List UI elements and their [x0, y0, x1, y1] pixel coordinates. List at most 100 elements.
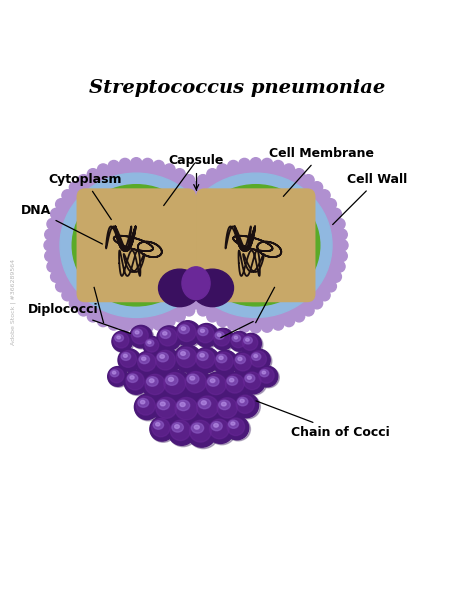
Circle shape: [293, 311, 305, 322]
Circle shape: [153, 319, 164, 330]
FancyBboxPatch shape: [77, 188, 196, 302]
Circle shape: [336, 250, 347, 262]
Ellipse shape: [224, 373, 251, 399]
Ellipse shape: [137, 396, 155, 415]
Ellipse shape: [155, 423, 160, 426]
Ellipse shape: [158, 269, 201, 307]
Ellipse shape: [194, 349, 221, 374]
Ellipse shape: [140, 400, 145, 404]
Circle shape: [164, 229, 175, 240]
Ellipse shape: [174, 345, 201, 372]
Circle shape: [142, 321, 153, 332]
Circle shape: [87, 311, 99, 322]
Ellipse shape: [208, 418, 236, 445]
Ellipse shape: [242, 370, 265, 394]
Ellipse shape: [130, 326, 154, 349]
Circle shape: [262, 159, 273, 169]
Ellipse shape: [232, 335, 241, 342]
Ellipse shape: [125, 371, 150, 396]
Ellipse shape: [214, 330, 230, 346]
Ellipse shape: [146, 339, 154, 346]
Ellipse shape: [150, 417, 174, 441]
Ellipse shape: [212, 328, 234, 350]
Ellipse shape: [135, 396, 162, 421]
Ellipse shape: [249, 350, 272, 372]
Circle shape: [325, 280, 337, 292]
Circle shape: [192, 182, 203, 193]
Ellipse shape: [108, 368, 129, 387]
Circle shape: [239, 159, 250, 169]
Circle shape: [311, 182, 323, 193]
Ellipse shape: [190, 376, 195, 380]
Ellipse shape: [154, 395, 182, 423]
Ellipse shape: [235, 394, 260, 419]
Ellipse shape: [144, 338, 164, 356]
Circle shape: [166, 218, 178, 230]
Circle shape: [119, 321, 131, 332]
Circle shape: [207, 311, 218, 322]
Ellipse shape: [197, 352, 208, 361]
Circle shape: [250, 321, 261, 333]
Ellipse shape: [180, 173, 332, 317]
Ellipse shape: [194, 347, 219, 373]
Circle shape: [228, 160, 239, 172]
Ellipse shape: [200, 353, 204, 357]
Ellipse shape: [154, 349, 180, 374]
Ellipse shape: [130, 326, 152, 348]
Ellipse shape: [217, 398, 237, 418]
Ellipse shape: [169, 163, 342, 327]
Ellipse shape: [214, 352, 239, 376]
Text: Capsule: Capsule: [169, 154, 224, 189]
Ellipse shape: [130, 376, 134, 379]
Ellipse shape: [50, 163, 223, 327]
Circle shape: [334, 218, 345, 230]
Circle shape: [47, 261, 58, 272]
Ellipse shape: [195, 395, 226, 425]
Ellipse shape: [191, 269, 234, 307]
Circle shape: [78, 175, 89, 186]
Circle shape: [51, 208, 62, 219]
Ellipse shape: [215, 396, 242, 423]
Ellipse shape: [241, 333, 261, 354]
Ellipse shape: [131, 327, 148, 344]
Ellipse shape: [182, 267, 210, 300]
Circle shape: [44, 239, 55, 251]
Ellipse shape: [214, 423, 219, 427]
Ellipse shape: [123, 354, 128, 358]
Ellipse shape: [194, 425, 200, 429]
Ellipse shape: [234, 353, 252, 371]
Ellipse shape: [180, 402, 185, 406]
Ellipse shape: [181, 352, 185, 355]
Ellipse shape: [183, 370, 211, 397]
Circle shape: [55, 280, 67, 292]
Ellipse shape: [242, 335, 258, 350]
Ellipse shape: [234, 336, 237, 339]
Ellipse shape: [231, 333, 246, 348]
Ellipse shape: [177, 323, 196, 341]
Ellipse shape: [210, 419, 229, 439]
Ellipse shape: [173, 395, 203, 425]
Ellipse shape: [139, 355, 149, 364]
Ellipse shape: [110, 370, 119, 377]
Circle shape: [108, 160, 119, 172]
Ellipse shape: [112, 331, 133, 352]
Circle shape: [175, 280, 186, 292]
Ellipse shape: [247, 376, 251, 379]
Circle shape: [330, 271, 341, 282]
Ellipse shape: [230, 332, 251, 352]
Ellipse shape: [232, 352, 256, 375]
Circle shape: [217, 239, 228, 251]
Ellipse shape: [150, 418, 176, 443]
Circle shape: [51, 271, 62, 282]
Ellipse shape: [195, 324, 218, 347]
Ellipse shape: [181, 327, 186, 330]
Ellipse shape: [194, 394, 223, 423]
Ellipse shape: [236, 356, 246, 364]
Circle shape: [217, 250, 228, 262]
Circle shape: [217, 229, 228, 240]
Circle shape: [183, 175, 195, 186]
Ellipse shape: [138, 399, 149, 407]
Ellipse shape: [250, 351, 266, 367]
Ellipse shape: [164, 373, 185, 394]
Text: Diplococci: Diplococci: [28, 303, 130, 333]
